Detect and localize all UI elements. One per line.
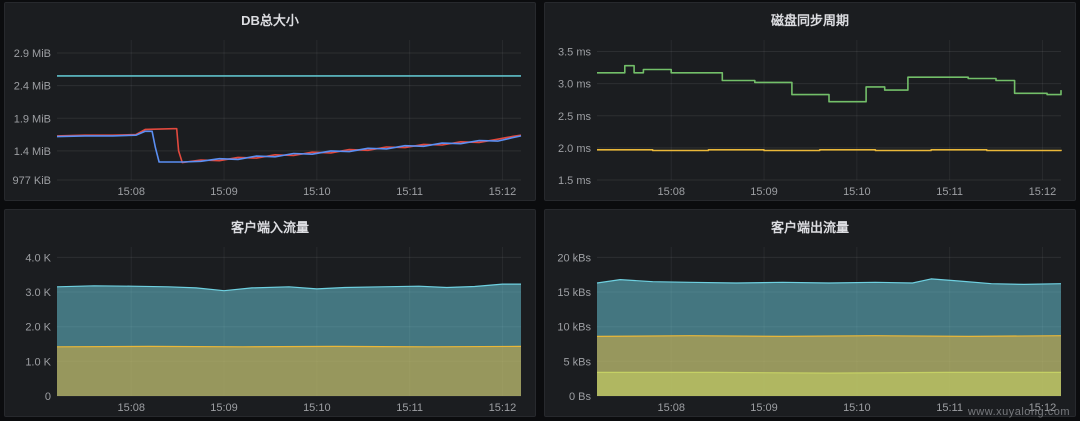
panel-title-client-out-traffic[interactable]: 客户端出流量 [770,220,849,235]
svg-text:1.5 ms: 1.5 ms [558,175,592,187]
svg-text:15:10: 15:10 [843,186,871,198]
svg-text:15:11: 15:11 [936,186,963,198]
svg-text:977 KiB: 977 KiB [12,175,51,187]
svg-text:1.9 MiB: 1.9 MiB [14,113,51,125]
svg-text:15:08: 15:08 [657,402,685,414]
svg-text:3.0 ms: 3.0 ms [558,79,592,91]
chart-db-total-size[interactable]: 15:08 15:09 15:10 15:11 15:12 2.9 MiB 2.4 MiB 1… [5,32,535,200]
svg-text:15:12: 15:12 [489,186,517,198]
svg-text:15:09: 15:09 [750,402,778,414]
svg-text:15:11: 15:11 [936,402,963,414]
svg-text:15 kBs: 15 kBs [557,287,591,299]
panel-title-db-total-size[interactable]: DB总大小 [241,13,299,28]
svg-text:15:08: 15:08 [117,402,145,414]
svg-text:1.4 MiB: 1.4 MiB [14,146,51,158]
svg-text:20 kBs: 20 kBs [557,252,591,264]
panel-client-in-traffic: 客户端入流量 15:08 15:09 15:10 15:11 15:12 4.0 K 3.0… [4,209,536,417]
svg-text:15:12: 15:12 [1029,402,1057,414]
panel-client-out-traffic: 客户端出流量 15:08 15:09 15:10 15:11 15:12 20 kBs 15… [544,209,1076,417]
svg-text:2.4 MiB: 2.4 MiB [14,81,51,93]
svg-text:4.0 K: 4.0 K [25,252,51,264]
svg-text:15:12: 15:12 [489,402,517,414]
svg-text:10 kBs: 10 kBs [557,322,591,334]
panel-title-disk-sync-period[interactable]: 磁盘同步周期 [770,13,849,28]
svg-text:0 Bs: 0 Bs [569,391,592,403]
svg-text:2.0 ms: 2.0 ms [558,143,592,155]
svg-text:2.9 MiB: 2.9 MiB [14,48,51,60]
svg-text:15:11: 15:11 [396,186,423,198]
chart-disk-sync-period[interactable]: 15:08 15:09 15:10 15:11 15:12 3.5 ms 3.0 ms 2.5… [545,32,1075,200]
chart-client-in-traffic[interactable]: 15:08 15:09 15:10 15:11 15:12 4.0 K 3.0 K 2.0 K… [5,239,535,416]
panel-disk-sync-period: 磁盘同步周期 15:08 15:09 15:10 15:11 15:12 3.5 ms 3.… [544,2,1076,201]
svg-text:3.0 K: 3.0 K [25,287,51,299]
svg-text:2.0 K: 2.0 K [25,322,51,334]
svg-text:15:10: 15:10 [843,402,871,414]
panel-db-total-size: DB总大小 15:08 15:09 15:10 15:11 15:12 2.9 MiB 2.… [4,2,536,201]
svg-text:15:11: 15:11 [396,402,423,414]
panel-title-client-in-traffic[interactable]: 客户端入流量 [230,220,309,235]
svg-text:15:10: 15:10 [303,402,331,414]
svg-text:15:09: 15:09 [750,186,778,198]
svg-text:3.5 ms: 3.5 ms [558,47,592,59]
svg-text:15:12: 15:12 [1029,186,1057,198]
svg-text:0: 0 [45,391,51,403]
svg-text:15:08: 15:08 [657,186,685,198]
svg-text:1.0 K: 1.0 K [25,356,51,368]
chart-client-out-traffic[interactable]: 15:08 15:09 15:10 15:11 15:12 20 kBs 15 kBs 10 … [545,239,1075,416]
svg-text:15:08: 15:08 [117,186,145,198]
svg-text:15:09: 15:09 [210,402,238,414]
svg-text:15:09: 15:09 [210,186,238,198]
svg-text:15:10: 15:10 [303,186,331,198]
svg-text:2.5 ms: 2.5 ms [558,111,592,123]
svg-text:5 kBs: 5 kBs [563,356,591,368]
